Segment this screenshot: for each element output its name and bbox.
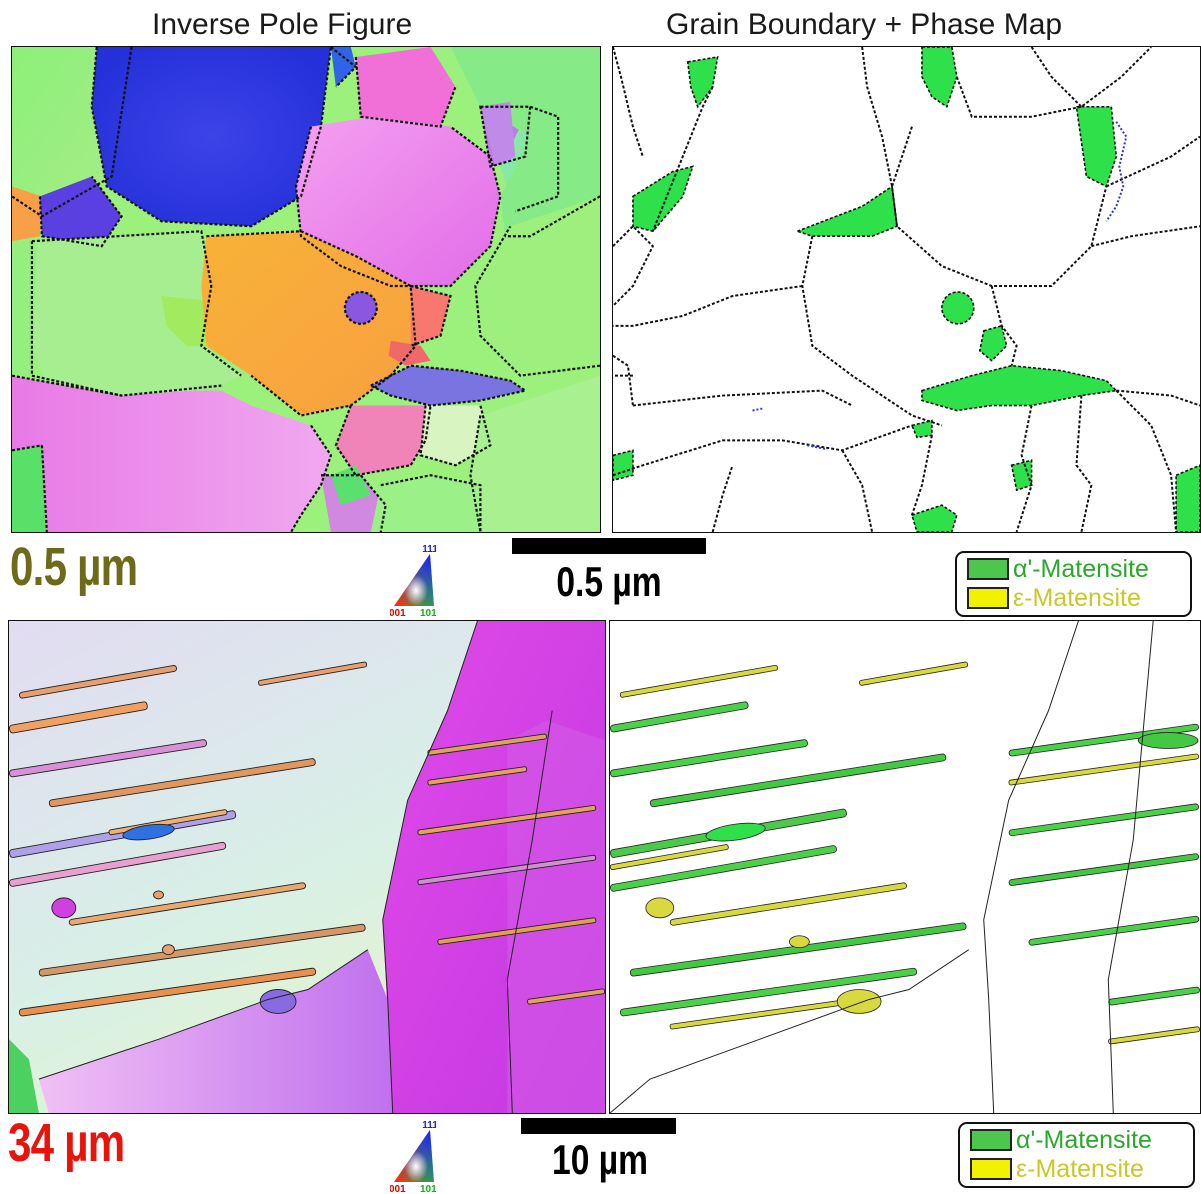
epsilon-martensite-label: ε-Matensite [1013, 583, 1141, 612]
phase-map-title: Grain Boundary + Phase Map [666, 8, 1063, 41]
epsilon-martensite-label-bottom: ε-Matensite [1016, 1154, 1144, 1183]
ipf-color-key-bottom: 111 001 101 [390, 1116, 436, 1192]
epsilon-martensite-swatch [967, 587, 1009, 609]
ipf-key-top-label-101: 101 [420, 608, 436, 616]
legend-row-epsilon-bottom: ε-Matensite [970, 1154, 1144, 1183]
alpha-martensite-label: α'-Matensite [1013, 554, 1149, 583]
legend-row-epsilon: ε-Matensite [967, 583, 1141, 612]
top-scale-bar-label: 0.5 µm [556, 558, 662, 605]
ipf-key-bottom-label-001: 001 [390, 1184, 406, 1192]
alpha-martensite-swatch [967, 558, 1009, 580]
ipf-color-key-top: 111 001 101 [390, 540, 436, 616]
phase-map-bottom [609, 620, 1201, 1114]
ipf-key-bottom-label-101: 101 [420, 1184, 436, 1192]
phase-legend-top: α'-Matensite ε-Matensite [955, 551, 1192, 617]
bottom-scale-bar [521, 1118, 676, 1134]
legend-row-alpha: α'-Matensite [967, 554, 1149, 583]
ipf-map-top [11, 46, 601, 533]
ipf-key-top-label-111: 111 [422, 544, 436, 555]
legend-row-alpha-bottom: α'-Matensite [970, 1125, 1152, 1154]
bottom-scale-bar-label: 10 µm [552, 1136, 648, 1183]
ipf-map-bottom [8, 620, 606, 1114]
phase-legend-bottom: α'-Matensite ε-Matensite [958, 1122, 1195, 1188]
alpha-martensite-label-bottom: α'-Matensite [1016, 1125, 1152, 1154]
top-scale-bar [512, 538, 706, 554]
epsilon-martensite-swatch-bottom [970, 1158, 1012, 1180]
ipf-key-top-label-001: 001 [390, 608, 406, 616]
top-field-label: 0.5 µm [10, 537, 138, 597]
alpha-martensite-swatch-bottom [970, 1129, 1012, 1151]
phase-map-top [612, 46, 1201, 533]
ipf-title: Inverse Pole Figure [152, 8, 413, 41]
ipf-key-bottom-label-111: 111 [422, 1120, 436, 1131]
bottom-field-label: 34 µm [8, 1113, 125, 1173]
